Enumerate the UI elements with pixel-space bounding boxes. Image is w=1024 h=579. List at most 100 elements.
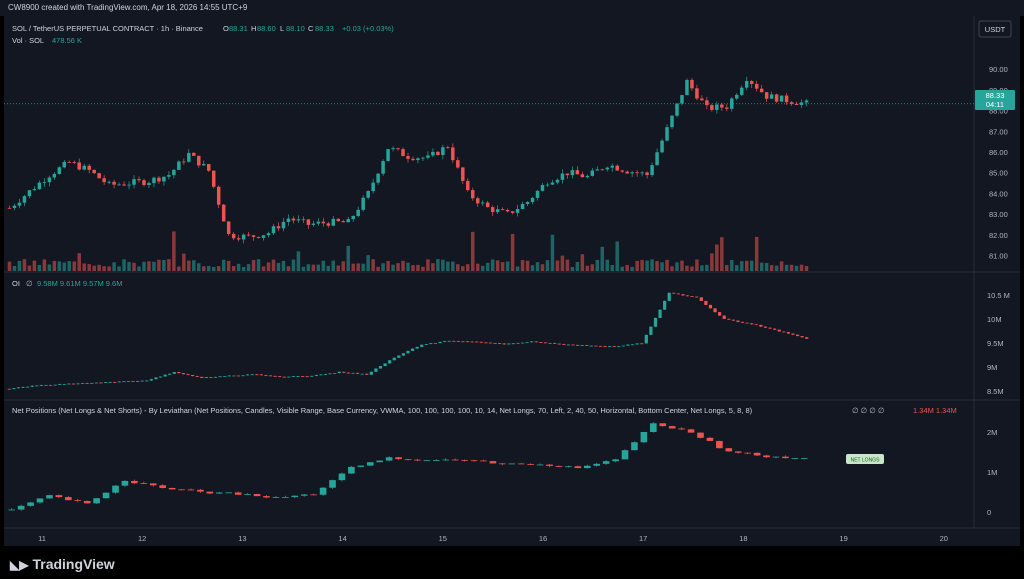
candle-body — [145, 380, 149, 382]
price-pane[interactable] — [4, 76, 974, 244]
candle-body — [136, 381, 140, 382]
volume-bar — [127, 261, 131, 271]
candle-body — [286, 218, 291, 222]
candle-body — [102, 492, 110, 499]
candle-body — [626, 344, 630, 346]
candle-body — [791, 333, 795, 335]
candle-body — [404, 459, 412, 460]
candle-body — [704, 300, 708, 305]
oi-legend: OI ∅ 9.58M 9.61M 9.57M 9.6M — [12, 279, 122, 288]
volume-bar — [759, 262, 764, 271]
oi-axis[interactable]: 10.5 M 10M 9.5M 9M 8.5M — [987, 291, 1010, 396]
candle-body — [27, 190, 32, 197]
candle-body — [310, 375, 314, 377]
candle-body — [678, 428, 685, 430]
volume-bar — [595, 259, 600, 271]
candle-body — [17, 202, 22, 206]
candle-body — [8, 509, 16, 511]
volume-bar — [685, 265, 689, 271]
candle-body — [276, 226, 281, 229]
candle-body — [595, 169, 600, 171]
settings-icon[interactable]: ∅ — [26, 279, 33, 288]
price-axis[interactable]: USDT 90.0089.0088.0087.0086.0085.0084.00… — [975, 20, 1015, 261]
candle-body — [99, 382, 103, 384]
volume-bar — [510, 234, 515, 271]
candle-body — [423, 460, 431, 462]
candle-body — [791, 458, 799, 459]
volume-bar — [381, 263, 385, 271]
candle-body — [456, 341, 461, 342]
volume-bar — [585, 265, 590, 271]
oi-tick-label: 9M — [987, 363, 997, 372]
volume-bar — [132, 262, 136, 271]
volume-bar — [725, 265, 729, 271]
candle-body — [378, 366, 383, 369]
candle-body — [52, 173, 57, 178]
net-positions-pane[interactable] — [8, 422, 808, 511]
currency-button[interactable] — [978, 20, 1012, 38]
candle-body — [495, 209, 500, 213]
volume-bar — [570, 266, 575, 271]
candle-body — [705, 100, 709, 106]
candle-body — [337, 371, 341, 373]
candle-body — [346, 219, 350, 223]
candle-body — [16, 387, 21, 389]
candle-body — [470, 341, 474, 343]
candle-body — [718, 312, 722, 316]
time-axis[interactable]: 11 12 13 14 15 16 17 18 19 20 — [38, 534, 948, 543]
bar-countdown: 04:11 — [986, 100, 1004, 109]
candle-body — [236, 238, 241, 240]
candle-body — [44, 384, 48, 386]
volume-bar — [630, 266, 634, 271]
candle-body — [786, 332, 790, 334]
candle-body — [799, 102, 804, 105]
candle-body — [326, 223, 331, 226]
volume-bar — [52, 260, 57, 271]
candle-body — [46, 495, 53, 499]
candle-body — [580, 174, 585, 178]
time-tick-label: 14 — [338, 534, 346, 543]
candle-body — [461, 167, 465, 181]
candle-body — [251, 235, 256, 237]
candle-body — [545, 184, 550, 186]
volume-bar — [451, 261, 455, 271]
candle-body — [617, 346, 621, 348]
volume-bar — [600, 246, 605, 271]
candle-body — [355, 372, 360, 374]
candle-body — [475, 341, 479, 343]
candle-body — [37, 182, 42, 190]
candle-body — [672, 292, 676, 294]
candle-body — [187, 152, 191, 162]
candle-body — [172, 169, 176, 176]
candle-body — [374, 368, 378, 372]
chart-canvas[interactable]: SOL / TetherUS PERPETUAL CONTRACT · 1h ·… — [4, 16, 1020, 546]
candle-body — [499, 463, 506, 465]
candle-body — [593, 463, 601, 466]
close-label: C — [308, 24, 314, 33]
oi-pane[interactable] — [7, 292, 809, 390]
chart-frame[interactable]: SOL / TetherUS PERPETUAL CONTRACT · 1h ·… — [4, 16, 1020, 546]
candle-body — [57, 167, 62, 174]
candle-body — [58, 384, 62, 385]
oi-tick-label: 9.5M — [987, 339, 1004, 348]
volume-bar — [774, 265, 779, 271]
candle-body — [177, 161, 181, 170]
candle-body — [342, 371, 346, 373]
candle-body — [621, 450, 629, 460]
candle-body — [744, 452, 751, 454]
volume-bar — [650, 259, 654, 271]
candle-body — [681, 294, 685, 296]
candle-body — [272, 497, 280, 499]
candle-body — [488, 342, 493, 344]
candle-body — [663, 300, 667, 310]
net-axis[interactable]: 2M 1M 0 — [987, 428, 997, 517]
candle-body — [225, 492, 233, 494]
candle-body — [598, 345, 603, 347]
candle-body — [574, 466, 582, 469]
candle-body — [484, 342, 488, 344]
candle-body — [429, 343, 433, 345]
candle-body — [314, 374, 318, 376]
candle-body — [759, 88, 764, 93]
price-tick-label: 84.00 — [989, 189, 1008, 198]
candle-body — [575, 170, 580, 175]
